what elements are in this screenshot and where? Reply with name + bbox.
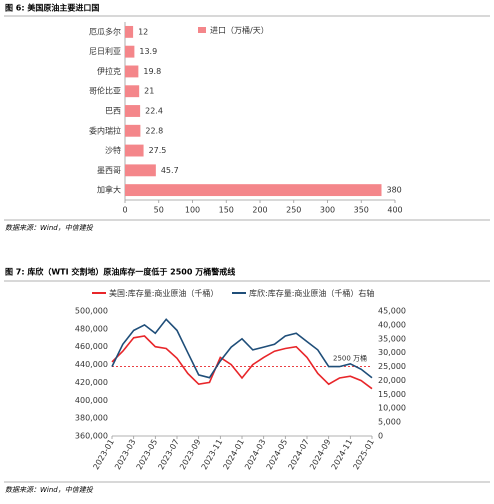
x-tick-label: 150 bbox=[219, 206, 234, 215]
category-label: 沙特 bbox=[105, 145, 121, 155]
category-label: 尼日利亚 bbox=[89, 46, 121, 56]
line bbox=[111, 318, 373, 379]
x-tick-label: 200 bbox=[252, 206, 267, 215]
y2-tick-label: 45,000 bbox=[378, 307, 406, 316]
legend-label: 库欣:库存量:商业原油（千桶）右轴 bbox=[249, 288, 374, 298]
x-tick-label: 350 bbox=[354, 206, 369, 215]
x-tick-label: 400 bbox=[387, 206, 402, 215]
category-label: 墨西哥 bbox=[97, 166, 121, 175]
legend-label: 进口（万桶/天） bbox=[210, 25, 269, 35]
source: 数据来源：Wind，中信建投 bbox=[5, 486, 94, 494]
bar bbox=[125, 65, 139, 78]
value-label: 13.9 bbox=[139, 47, 157, 56]
value-label: 45.7 bbox=[161, 166, 179, 175]
y2-tick-label: 15,000 bbox=[378, 390, 406, 399]
y2-tick-label: 10,000 bbox=[378, 404, 406, 413]
x-tick-label: 250 bbox=[286, 206, 301, 215]
y-tick-label: 440,000 bbox=[75, 360, 108, 369]
value-label: 12 bbox=[138, 27, 148, 36]
y2-tick-label: 20,000 bbox=[378, 376, 406, 385]
source: 数据来源：Wind，中信建投 bbox=[5, 224, 94, 232]
x-tick-label: 2025-01 bbox=[351, 438, 376, 471]
y-tick-label: 380,000 bbox=[75, 414, 108, 423]
bar bbox=[125, 184, 382, 197]
value-label: 22.8 bbox=[145, 126, 163, 135]
y2-tick-label: 25,000 bbox=[378, 362, 406, 371]
category-label: 委内瑞拉 bbox=[89, 125, 121, 135]
y2-tick-label: 30,000 bbox=[378, 348, 406, 357]
bar bbox=[125, 164, 156, 177]
value-label: 27.5 bbox=[149, 146, 167, 155]
y-tick-label: 460,000 bbox=[75, 342, 108, 351]
y-tick-label: 500,000 bbox=[75, 307, 108, 316]
legend-swatch bbox=[198, 27, 206, 33]
y-tick-label: 480,000 bbox=[75, 324, 108, 333]
reference-label: 2500 万桶 bbox=[333, 354, 367, 363]
category-label: 厄瓜多尔 bbox=[89, 26, 121, 36]
bar bbox=[125, 124, 141, 137]
value-label: 380 bbox=[387, 186, 402, 195]
value-label: 22.4 bbox=[145, 107, 163, 116]
y-tick-label: 360,000 bbox=[75, 432, 108, 441]
value-label: 21 bbox=[144, 87, 154, 96]
x-tick-label: 100 bbox=[185, 206, 200, 215]
x-tick-label: 0 bbox=[122, 206, 127, 215]
bar bbox=[125, 144, 144, 157]
bar bbox=[125, 105, 141, 117]
line bbox=[111, 335, 373, 390]
value-label: 19.8 bbox=[143, 67, 161, 76]
bar bbox=[125, 45, 135, 58]
y2-tick-label: 40,000 bbox=[378, 320, 406, 329]
y2-tick-label: 0 bbox=[378, 432, 383, 441]
category-label: 伊拉克 bbox=[97, 66, 121, 76]
x-tick-label: 300 bbox=[320, 206, 335, 215]
bar bbox=[125, 85, 140, 98]
chart-title: 图 6: 美国原油主要进口国 bbox=[5, 3, 99, 13]
y-tick-label: 420,000 bbox=[75, 378, 108, 387]
category-label: 哥伦比亚 bbox=[89, 86, 121, 96]
chart-title: 图 7: 库欣（WTI 交割地）原油库存一度低于 2500 万桶警戒线 bbox=[5, 267, 235, 277]
bar bbox=[125, 25, 134, 38]
y2-tick-label: 35,000 bbox=[378, 334, 406, 343]
y-tick-label: 400,000 bbox=[75, 396, 108, 405]
category-label: 巴西 bbox=[105, 107, 121, 116]
y2-tick-label: 5,000 bbox=[378, 418, 401, 427]
legend-label: 美国:库存量:商业原油（千桶） bbox=[109, 288, 218, 298]
category-label: 加拿大 bbox=[97, 185, 121, 195]
x-tick-label: 50 bbox=[154, 206, 164, 215]
